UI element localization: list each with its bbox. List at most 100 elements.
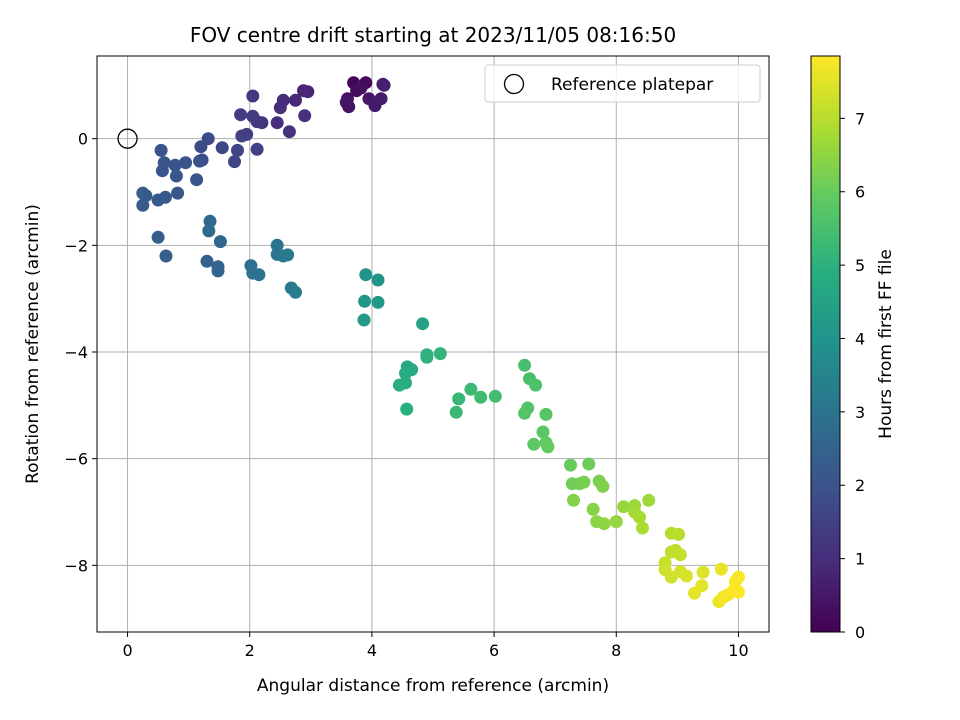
x-axis-label: Angular distance from reference (arcmin) (257, 676, 609, 696)
grid (97, 56, 769, 632)
x-ticks: 0 2 4 6 8 10 (122, 632, 749, 660)
scatter-point (215, 141, 229, 155)
scatter-point (282, 125, 296, 139)
colorbar-tick-label: 4 (855, 329, 865, 348)
y-tick-label: −4 (64, 343, 88, 362)
scatter-point (252, 268, 266, 282)
scatter-point (151, 193, 165, 207)
scatter-point (281, 248, 295, 262)
y-tick-label: −6 (64, 450, 88, 469)
scatter-point (464, 382, 478, 396)
scatter-point (539, 407, 553, 421)
scatter-point (597, 517, 611, 531)
scatter-point (732, 570, 745, 584)
scatter-point (169, 169, 183, 183)
y-tick-label: 0 (78, 130, 88, 149)
scatter-point (297, 84, 310, 98)
scatter-point (536, 425, 550, 439)
scatter-point (202, 224, 216, 238)
plot-frame (96, 55, 770, 633)
scatter-point (354, 81, 368, 95)
reference-marker-group (117, 128, 138, 149)
colorbar-tick-label: 7 (855, 109, 865, 128)
scatter-point (609, 515, 623, 529)
scatter-point (617, 500, 631, 514)
scatter-point (179, 156, 193, 170)
chart-title: FOV centre drift starting at 2023/11/05 … (190, 23, 676, 47)
colorbar-tick-label: 3 (855, 403, 865, 422)
colorbar-label: Hours from first FF file (876, 249, 896, 439)
scatter-point (636, 521, 649, 535)
x-tick-label: 4 (367, 641, 377, 660)
scatter-point (234, 108, 248, 122)
scatter-point (633, 510, 646, 524)
scatter-point (371, 295, 385, 309)
scatter-point (228, 155, 241, 169)
scatter-point (246, 109, 260, 123)
x-tick-label: 10 (728, 641, 748, 660)
scatter-point (488, 389, 502, 403)
scatter-point (190, 173, 204, 187)
scatter-point (246, 89, 260, 103)
scatter-point (359, 268, 373, 282)
scatter-point (371, 273, 385, 287)
scatter-point (289, 93, 302, 107)
scatter-point (696, 565, 710, 579)
scatter-point (577, 475, 591, 489)
scatter-point (732, 585, 745, 599)
scatter-point (564, 458, 577, 472)
scatter-point (213, 235, 227, 249)
legend-box (484, 64, 761, 103)
scatter-point (154, 143, 168, 157)
scatter-point (358, 294, 372, 308)
scatter-point (400, 402, 414, 416)
scatter-point (474, 390, 488, 404)
scatter-point (399, 366, 412, 380)
reference-marker (117, 128, 138, 149)
scatter-point (673, 548, 687, 562)
scatter-point (586, 502, 600, 516)
scatter-point (136, 186, 150, 200)
scatter-point (273, 101, 287, 115)
colorbar: 0 1 2 3 4 5 6 7 Hours from first FF file (810, 55, 896, 642)
legend-entry-label: Reference platepar (551, 75, 713, 95)
scatter-point (567, 493, 580, 507)
scatter-point (200, 254, 214, 268)
legend-reference-marker (503, 73, 525, 95)
scatter-point (155, 164, 169, 178)
scatter-point (416, 317, 430, 331)
x-tick-label: 0 (122, 641, 132, 660)
scatter-point (203, 214, 217, 228)
scatter-point (596, 479, 610, 493)
scatter-point (194, 140, 208, 154)
scatter-point (452, 392, 466, 406)
colorbar-gradient (810, 55, 841, 633)
scatter-point (231, 143, 244, 157)
scatter-point (168, 158, 182, 172)
scatter-point (680, 569, 693, 583)
scatter-point (136, 198, 150, 212)
scatter-point (377, 78, 391, 92)
y-axis-label: Rotation from reference (arcmin) (23, 204, 43, 484)
scatter-point (289, 285, 302, 299)
scatter-point (211, 264, 225, 278)
scatter-point (392, 378, 406, 392)
x-tick-label: 8 (611, 641, 621, 660)
scatter-point (527, 437, 541, 451)
scatter-point (235, 129, 249, 143)
scatter-point (151, 230, 165, 244)
colorbar-ticks: 0 1 2 3 4 5 6 7 (840, 109, 865, 642)
data-points (136, 76, 745, 609)
scatter-point (672, 527, 686, 541)
colorbar-tick-label: 2 (855, 476, 865, 495)
scatter-point (171, 186, 185, 200)
colorbar-tick-label: 1 (855, 550, 865, 569)
legend: Reference platepar (484, 64, 761, 103)
scatter-point (159, 249, 173, 263)
scatter-point (298, 109, 312, 123)
y-ticks: 0 −2 −4 −6 −8 (64, 130, 97, 575)
scatter-point (449, 405, 463, 419)
x-tick-label: 6 (489, 641, 499, 660)
